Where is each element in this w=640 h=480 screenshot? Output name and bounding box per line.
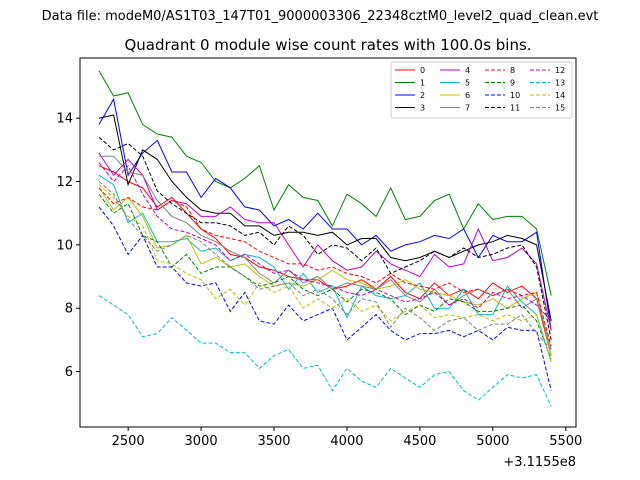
series-line-2 [98,97,552,331]
y-tick-label: 10 [56,238,73,253]
x-tick-label: 3000 [185,434,218,449]
x-tick-label: 2500 [112,434,145,449]
legend-box [390,61,573,119]
legend-label-0: 0 [420,66,425,75]
x-axis: 2500 3000 3500 4000 4500 5000 5500 [112,427,582,449]
series-line-8 [98,187,552,347]
legend-label-11: 11 [510,104,520,113]
x-tick-label: 3500 [257,434,290,449]
plot-frame [79,57,577,428]
series-line-10 [98,206,552,391]
y-tick-label: 14 [56,112,73,127]
x-tick-label: 4500 [403,434,436,449]
legend-label-2: 2 [420,91,425,100]
legend-label-5: 5 [465,79,470,88]
legend-label-4: 4 [465,66,470,75]
series-line-1 [98,70,552,296]
y-axis: 6 8 10 12 14 [56,112,80,380]
legend-label-13: 13 [555,79,565,88]
x-tick-label: 5500 [549,434,582,449]
legend-label-1: 1 [420,79,425,88]
series-line-3 [98,114,552,321]
figure-suptitle: Data file: modeM0/AS1T03_147T01_90000033… [42,9,599,24]
series-line-14 [98,184,552,363]
plot-lines [98,70,552,407]
legend-label-12: 12 [555,66,565,75]
legend-label-9: 9 [510,79,515,88]
legend-label-15: 15 [555,104,565,113]
legend-label-6: 6 [465,91,470,100]
y-tick-label: 6 [65,365,73,380]
series-line-7 [99,155,552,350]
legend-label-14: 14 [555,91,565,100]
legend-label-7: 7 [465,104,470,113]
y-tick-label: 8 [65,302,73,317]
legend-label-8: 8 [510,66,515,75]
series-line-15 [98,181,552,350]
series-line-11 [98,136,552,340]
x-offset-label: +3.1155e8 [503,455,576,470]
x-tick-label: 5000 [476,434,509,449]
x-tick-label: 4000 [330,434,363,449]
series-line-5 [98,174,552,363]
legend-label-3: 3 [420,104,425,113]
series-line-12 [98,162,552,322]
legend-label-10: 10 [510,91,520,100]
chart-title: Quadrant 0 module wise count rates with … [124,36,531,54]
series-line-13 [98,295,552,407]
series-line-4 [98,152,552,331]
y-tick-label: 12 [56,175,73,190]
